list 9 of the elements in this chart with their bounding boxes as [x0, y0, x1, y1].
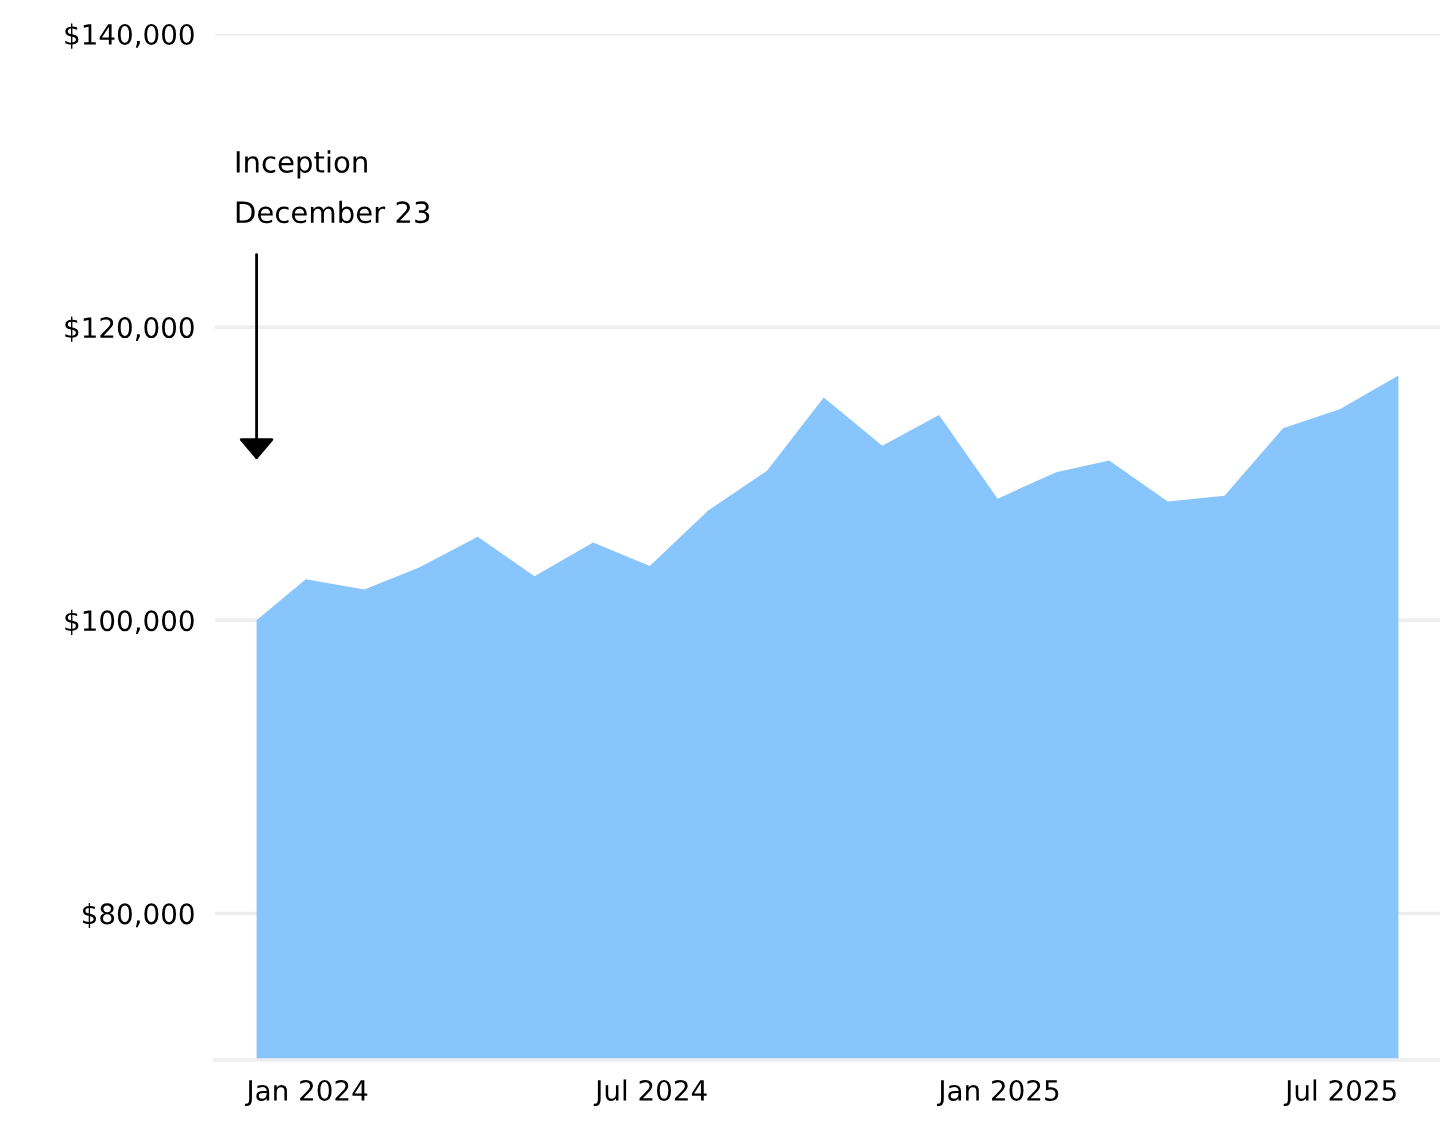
y-tick-label: $140,000 [65, 23, 194, 49]
x-tick-label: Jan 2025 [936, 1079, 1059, 1107]
annotation: Inception December 23 [236, 150, 430, 224]
x-tick-label: Jul 2025 [1283, 1079, 1396, 1107]
x-tick-label: Jul 2024 [593, 1079, 707, 1107]
y-tick-label: $100,000 [65, 609, 194, 635]
y-tick-label: $120,000 [65, 316, 194, 342]
y-tick-label: $80,000 [82, 902, 194, 929]
x-tick-label: Jan 2024 [245, 1079, 368, 1107]
